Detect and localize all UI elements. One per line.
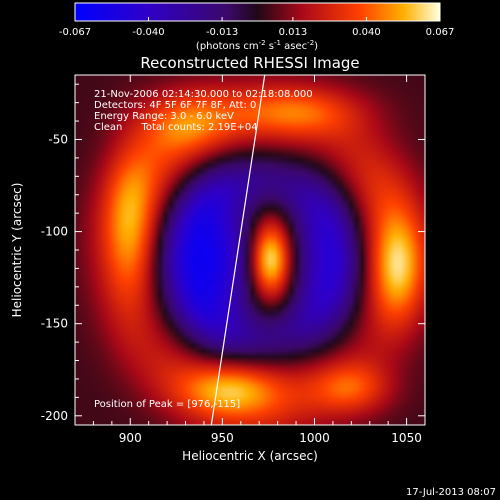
colorbar-tick-label: -0.013 bbox=[206, 27, 238, 38]
colorbar-tick-label: 0.013 bbox=[279, 27, 308, 38]
info-energy-range: Energy Range: 3.0 - 6.0 keV bbox=[94, 111, 234, 122]
y-tick-label: -150 bbox=[41, 317, 68, 331]
colorbar-tick-label: 0.040 bbox=[352, 27, 381, 38]
colorbar-gradient bbox=[74, 2, 441, 22]
x-axis-ticks: 900 950 1000 1050 bbox=[92, 75, 426, 445]
solar-limb-line bbox=[210, 74, 266, 426]
peak-position-label: Position of Peak = [976,-115] bbox=[94, 399, 240, 410]
x-tick-label: 950 bbox=[211, 431, 234, 445]
colorbar-tick-label: -0.067 bbox=[59, 27, 91, 38]
y-tick-label: -200 bbox=[41, 409, 68, 423]
colorbar-tick-label: 0.067 bbox=[426, 27, 455, 38]
y-tick-label: -100 bbox=[41, 225, 68, 239]
x-axis-label: Heliocentric X (arcsec) bbox=[182, 449, 318, 463]
observation-info: 21-Nov-2006 02:14:30.000 to 02:18:08.000… bbox=[94, 89, 313, 133]
heatmap-image bbox=[75, 75, 425, 425]
y-axis-label: Heliocentric Y (arcsec) bbox=[10, 183, 24, 318]
info-time-range: 21-Nov-2006 02:14:30.000 to 02:18:08.000 bbox=[94, 89, 313, 100]
info-clean-counts: Clean Total counts: 2.19E+04 bbox=[94, 122, 258, 133]
colorbar-unit-label: (photons cm-2 s-1 asec-2) bbox=[196, 39, 318, 52]
x-tick-label: 1000 bbox=[299, 431, 330, 445]
heatmap-raster bbox=[75, 75, 425, 425]
colorbar-tick-label: -0.040 bbox=[132, 27, 164, 38]
info-detectors: Detectors: 4F 5F 6F 7F 8F, Att: 0 bbox=[94, 100, 256, 111]
chart-title: Reconstructed RHESSI Image bbox=[140, 54, 359, 72]
colorbar-ticks: -0.067 -0.040 -0.013 0.013 0.040 0.067 bbox=[59, 17, 454, 38]
footer-date: 17-Jul-2013 08:07 bbox=[406, 487, 496, 498]
y-axis-ticks: -50 -100 -150 -200 bbox=[41, 83, 425, 423]
x-tick-label: 900 bbox=[119, 431, 142, 445]
x-tick-label: 1050 bbox=[391, 431, 422, 445]
colorbar: -0.067 -0.040 -0.013 0.013 0.040 0.067 (photo… bbox=[59, 2, 454, 52]
y-tick-label: -50 bbox=[48, 132, 68, 146]
